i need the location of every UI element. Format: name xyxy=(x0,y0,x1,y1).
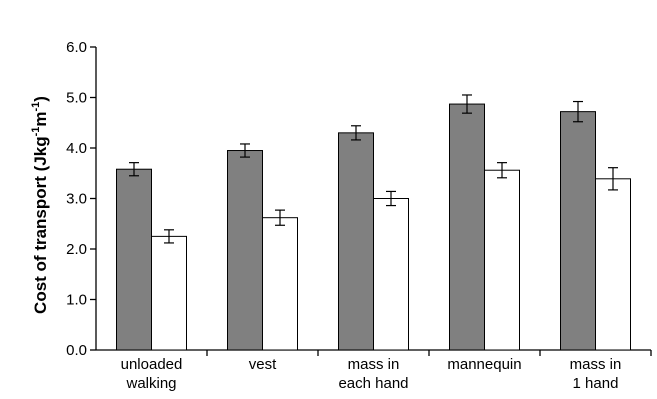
y-tick-label: 5.0 xyxy=(66,90,87,107)
bar xyxy=(374,199,409,351)
bar xyxy=(263,218,298,350)
y-tick-label: 6.0 xyxy=(66,39,87,56)
bar xyxy=(450,104,485,350)
bar xyxy=(117,169,152,350)
y-tick-label: 4.0 xyxy=(66,140,87,157)
y-tick-label: 2.0 xyxy=(66,241,87,258)
y-axis-title: Cost of transport (Jkg-1m-1) xyxy=(30,96,50,314)
x-category-label-line: 1 hand xyxy=(573,375,619,392)
bar xyxy=(228,151,263,350)
y-axis-title-text: Cost of transport (Jkg-1m-1) xyxy=(30,96,50,314)
y-tick-label: 3.0 xyxy=(66,191,87,208)
x-category-label-line: each hand xyxy=(338,375,408,392)
bar xyxy=(485,170,520,350)
bar xyxy=(152,236,187,350)
bar xyxy=(596,179,631,350)
x-category-label-line: mass in xyxy=(348,356,400,373)
x-category-label: mannequin xyxy=(447,356,521,373)
x-axis: unloaded walking vest mass in each hand manne… xyxy=(96,350,651,392)
x-category-label-line: mass in xyxy=(570,356,622,373)
x-category-label: vest xyxy=(249,356,277,373)
x-category-label-line: unloaded xyxy=(121,356,183,373)
x-category-label-line: mannequin xyxy=(447,356,521,373)
y-tick-label: 1.0 xyxy=(66,292,87,309)
x-category-label: mass in each hand xyxy=(338,356,408,392)
y-axis: 0.0 1.0 2.0 3.0 4.0 5.0 6.0 xyxy=(66,39,96,359)
y-tick-label: 0.0 xyxy=(66,342,87,359)
x-category-label: unloaded walking xyxy=(121,356,183,392)
bar xyxy=(561,112,596,350)
x-category-label-line: vest xyxy=(249,356,277,373)
x-category-label: mass in 1 hand xyxy=(570,356,622,392)
bar xyxy=(339,133,374,350)
bars xyxy=(117,95,631,350)
x-category-label-line: walking xyxy=(125,375,176,392)
